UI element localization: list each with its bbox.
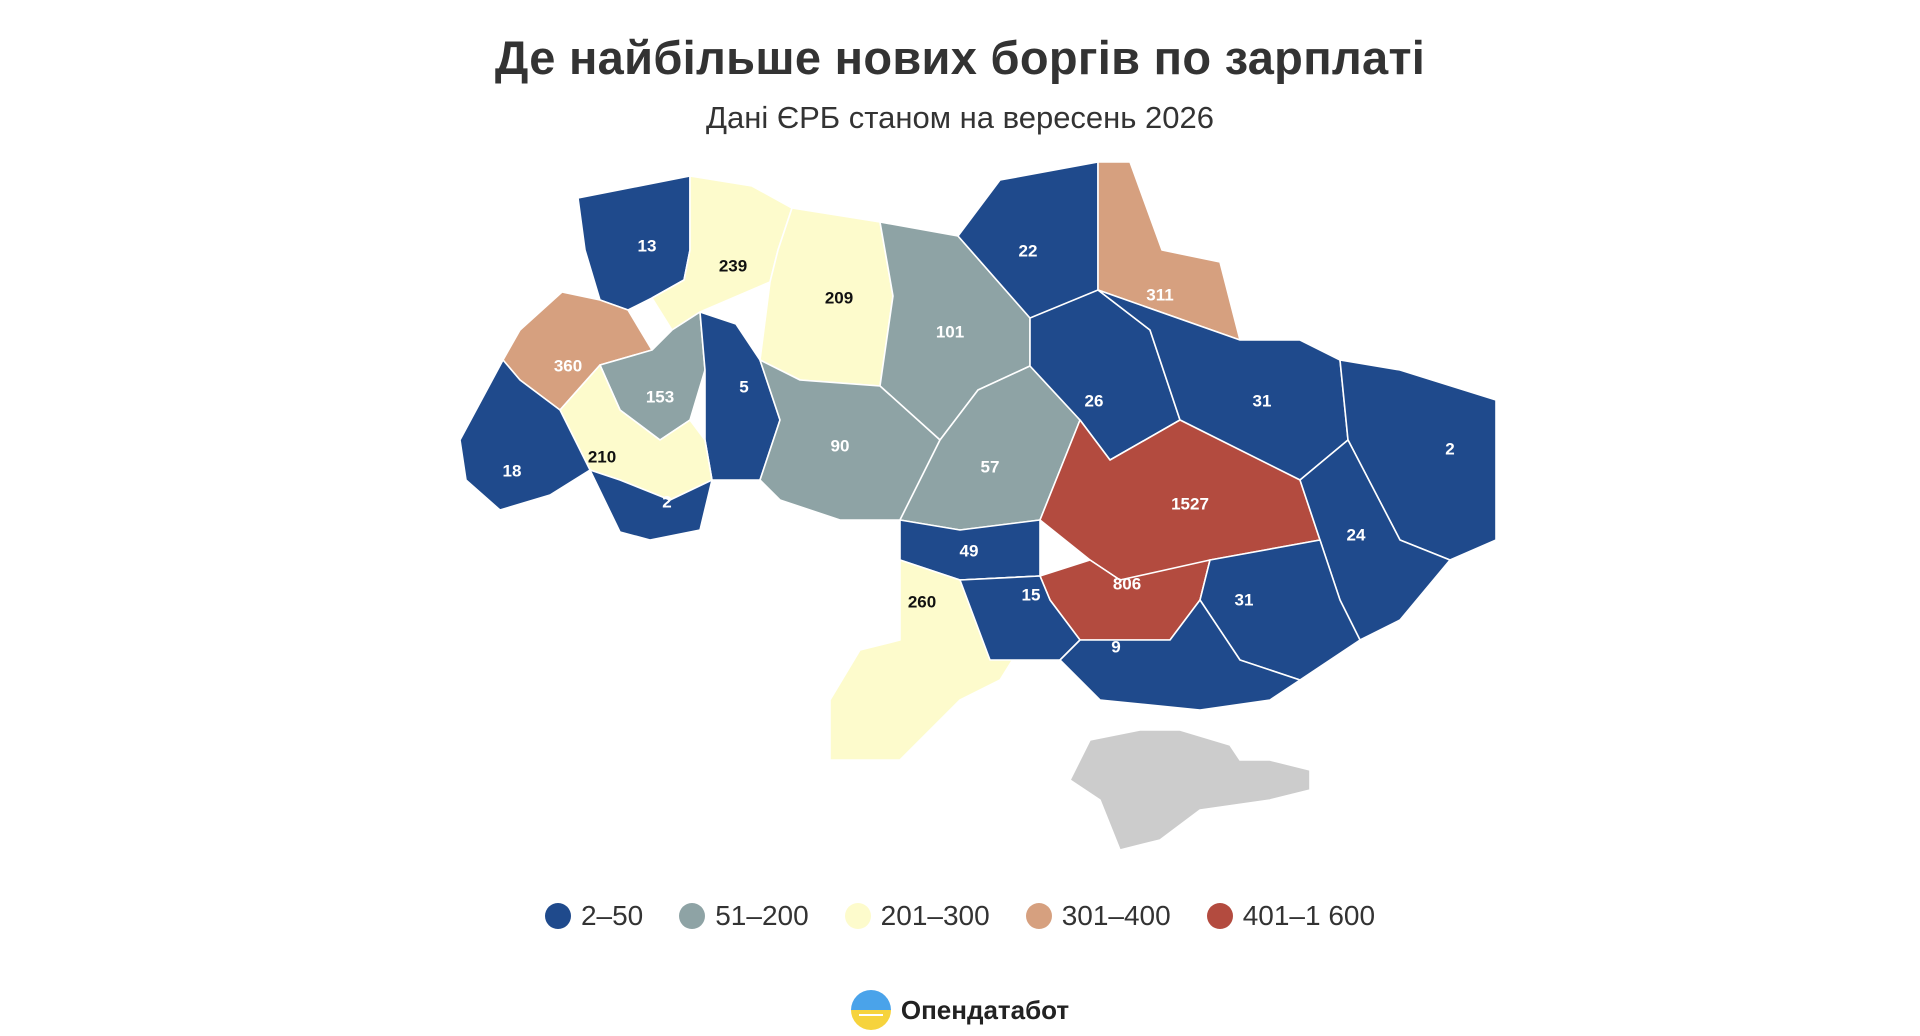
region-kherson — [1059, 599, 1301, 711]
region-value-kirovohrad: 49 — [960, 541, 979, 560]
region-value-odesa: 260 — [908, 592, 936, 611]
region-value-ivano-frankivsk: 2 — [662, 492, 671, 511]
region-value-kyiv: 101 — [936, 322, 964, 341]
map-title: Де найбільше нових боргів по зарплаті — [494, 31, 1426, 84]
legend-item-1: 2–50 — [544, 900, 644, 932]
region-value-ternopil: 153 — [646, 387, 674, 406]
legend-label-1: 2–50 — [580, 900, 644, 931]
region-vinnytsia — [759, 359, 941, 521]
legend-item-3: 201–300 — [844, 900, 990, 932]
region-value-dnipropetrovsk: 1527 — [1171, 494, 1209, 513]
region-value-kharkiv: 31 — [1253, 391, 1272, 410]
legend-swatch-5 — [1206, 903, 1233, 929]
region-crimea — [1069, 729, 1311, 851]
legend-label-2: 51–200 — [715, 900, 809, 931]
region-value-rivne: 239 — [719, 256, 747, 275]
legend-swatch-4 — [1025, 903, 1052, 929]
legend-swatch-1 — [544, 903, 571, 929]
legend-item-4: 301–400 — [1025, 900, 1171, 932]
map-subtitle: Дані ЄРБ станом на вересень 2026 — [705, 100, 1215, 135]
region-value-chernivtsi: 210 — [588, 447, 616, 466]
region-value-zhytomyr: 209 — [825, 288, 853, 307]
region-value-vinnytsia: 90 — [831, 436, 850, 455]
region-value-chernihiv: 22 — [1019, 241, 1038, 260]
region-value-cherkasy: 57 — [981, 457, 1000, 476]
legend-item-5: 401–1 600 — [1206, 900, 1376, 932]
region-value-donetsk: 24 — [1347, 525, 1366, 544]
region-value-poltava: 26 — [1085, 391, 1104, 410]
legend: 2–50 51–200 201–300 301–400 401–1 600 — [0, 900, 1920, 932]
region-value-sumy: 311 — [1146, 285, 1173, 304]
brand: Опендатабот — [0, 990, 1920, 1030]
region-value-khmelnytskyi-south: 15 — [1022, 585, 1041, 604]
region-value-lviv: 360 — [554, 356, 582, 375]
region-value-khmelnytskyi: 5 — [739, 377, 748, 396]
brand-name: Опендатабот — [900, 994, 1070, 1025]
region-value-luhansk: 2 — [1445, 439, 1454, 458]
region-value-kherson: 9 — [1111, 637, 1120, 656]
opendatabot-logo-icon — [850, 990, 891, 1030]
region-value-volyn: 13 — [638, 236, 657, 255]
region-value-mykolaiv: 806 — [1113, 574, 1141, 593]
region-value-zakarpattia: 18 — [503, 461, 522, 480]
legend-swatch-3 — [844, 903, 871, 929]
region-value-zaporizhzhia: 31 — [1235, 590, 1254, 609]
legend-label-5: 401–1 600 — [1242, 900, 1376, 931]
region-ivano-frankivsk — [589, 469, 713, 541]
legend-swatch-2 — [679, 903, 706, 929]
legend-label-3: 201–300 — [880, 900, 990, 931]
legend-label-4: 301–400 — [1061, 900, 1171, 931]
legend-item-2: 51–200 — [679, 900, 809, 932]
